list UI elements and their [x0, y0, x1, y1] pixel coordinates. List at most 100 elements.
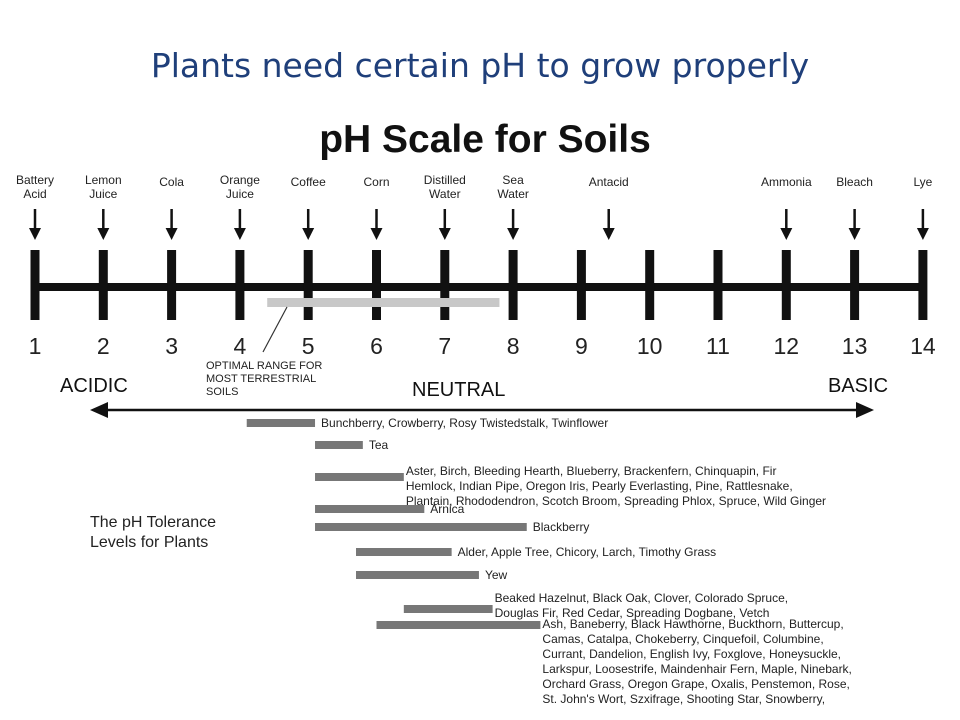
- tolerance-label-line: Camas, Catalpa, Chokeberry, Cinquefoil, …: [542, 632, 823, 646]
- acidic-basic-double-arrow: [90, 402, 874, 418]
- ph-number: 14: [910, 333, 936, 359]
- tolerance-label-line: Plantain, Rhododendron, Scotch Broom, Sp…: [406, 494, 826, 508]
- substance-label: Coffee: [291, 175, 326, 189]
- tolerance-row: Bunchberry, Crowberry, Rosy Twistedstalk…: [246, 416, 608, 430]
- tolerance-label-line: Beaked Hazelnut, Black Oak, Clover, Colo…: [495, 591, 788, 605]
- tolerance-row: Ash, Baneberry, Black Hawthorne, Bucktho…: [376, 617, 852, 706]
- substance-arrow: [780, 209, 793, 240]
- tolerance-bar: [356, 548, 452, 556]
- substance-arrow: [602, 209, 615, 240]
- optimal-range-bar: [267, 298, 500, 307]
- substance-label: Bleach: [836, 175, 873, 189]
- substance-arrow: [29, 209, 41, 240]
- tolerance-label-line: Bunchberry, Crowberry, Rosy Twistedstalk…: [321, 416, 608, 430]
- tolerance-label-line: Arnica: [430, 502, 464, 516]
- substance-arrow: [165, 209, 178, 240]
- substance-label: Lye: [913, 175, 932, 189]
- tolerance-label-line: Ash, Baneberry, Black Hawthorne, Bucktho…: [542, 617, 843, 631]
- optimal-range-label-line: MOST TERRESTRIAL: [206, 373, 316, 385]
- substance-label-line: Corn: [363, 175, 389, 189]
- neutral-label: NEUTRAL: [412, 379, 505, 401]
- substance-label-line: Juice: [226, 187, 254, 201]
- tolerance-bar: [246, 419, 316, 427]
- tolerance-row: Arnica: [315, 502, 465, 516]
- tolerance-bar: [315, 505, 425, 513]
- ph-number: 2: [97, 333, 110, 359]
- substance-label: Antacid: [589, 175, 629, 189]
- tolerance-label-line: Currant, Dandelion, English Ivy, Foxglov…: [542, 647, 841, 661]
- substance-label: Cola: [159, 175, 184, 189]
- tolerance-bar: [356, 571, 479, 579]
- tolerance-label-line: Hemlock, Indian Pipe, Oregon Iris, Pearl…: [406, 479, 793, 493]
- tolerance-row: Beaked Hazelnut, Black Oak, Clover, Colo…: [403, 591, 788, 620]
- tolerance-bar: [315, 473, 404, 481]
- ph-number: 11: [706, 333, 730, 359]
- substance-label-line: Orange: [220, 173, 260, 187]
- substance-arrow: [302, 209, 315, 240]
- ph-number: 9: [575, 333, 588, 359]
- tolerance-label-line: Douglas Fir, Red Cedar, Spreading Dogban…: [495, 606, 770, 620]
- tolerance-legend: The pH Tolerance Levels for Plants: [90, 514, 216, 551]
- tolerance-row: Alder, Apple Tree, Chicory, Larch, Timot…: [356, 545, 716, 559]
- legend-line: The pH Tolerance: [90, 514, 216, 531]
- substance-label-line: Water: [497, 187, 529, 201]
- tolerance-label-line: Yew: [485, 568, 508, 582]
- substance-label-line: Juice: [89, 187, 117, 201]
- tolerance-row: Tea: [315, 438, 389, 452]
- optimal-range-label-line: OPTIMAL RANGE FOR: [206, 360, 322, 372]
- ph-number: 5: [302, 333, 315, 359]
- substance-label: Corn: [363, 175, 389, 189]
- ph-number: 3: [165, 333, 178, 359]
- tolerance-row: Blackberry: [315, 520, 589, 534]
- plant-tolerance-bars: Bunchberry, Crowberry, Rosy Twistedstalk…: [246, 416, 852, 706]
- basic-label: BASIC: [828, 375, 888, 397]
- substance-label-line: Cola: [159, 175, 184, 189]
- substance-label: Ammonia: [761, 175, 812, 189]
- ph-number: 6: [370, 333, 383, 359]
- scale-title: pH Scale for Soils: [319, 118, 651, 161]
- substance-label-line: Lye: [913, 175, 932, 189]
- substance-label-line: Sea: [502, 173, 524, 187]
- substance-label-line: Acid: [23, 187, 46, 201]
- ph-number: 13: [842, 333, 868, 359]
- legend-line: Levels for Plants: [90, 534, 208, 551]
- optimal-range-label-line: SOILS: [206, 386, 238, 398]
- substance-label-line: Bleach: [836, 175, 873, 189]
- substance-arrow: [848, 209, 861, 240]
- substance-arrow: [370, 209, 383, 240]
- substance-arrow: [97, 209, 110, 240]
- optimal-range-pointer: [262, 306, 288, 353]
- tolerance-bar: [315, 523, 527, 531]
- tolerance-row: Aster, Birch, Bleeding Hearth, Blueberry…: [315, 464, 826, 508]
- substance-arrow: [507, 209, 520, 240]
- substance-label-line: Ammonia: [761, 175, 812, 189]
- tolerance-label-line: St. John's Wort, Szxifrage, Shooting Sta…: [542, 692, 825, 706]
- substance-arrow: [916, 209, 929, 240]
- substance-arrow: [233, 209, 246, 240]
- tolerance-row: Yew: [356, 568, 508, 582]
- substance-label-line: Lemon: [85, 173, 122, 187]
- substance-label-line: Distilled: [424, 173, 466, 187]
- ph-scale-numbers: 1 2 3 4 5 6 7 8 9 10 11 12 13 14: [29, 333, 936, 359]
- substance-arrow: [438, 209, 451, 240]
- substance-label-line: Water: [429, 187, 461, 201]
- ph-number: 7: [438, 333, 451, 359]
- ph-scale-ticks: [30, 250, 928, 320]
- tolerance-bar: [376, 621, 541, 629]
- substance-arrows: [29, 209, 929, 240]
- tolerance-label-line: Tea: [369, 438, 389, 452]
- ph-number: 12: [774, 333, 800, 359]
- tolerance-label-line: Aster, Birch, Bleeding Hearth, Blueberry…: [406, 464, 777, 478]
- substance-label-line: Battery: [16, 173, 54, 187]
- substance-label-line: Coffee: [291, 175, 326, 189]
- ph-number: 1: [29, 333, 42, 359]
- tolerance-label-line: Larkspur, Loosestrife, Maindenhair Fern,…: [542, 662, 852, 676]
